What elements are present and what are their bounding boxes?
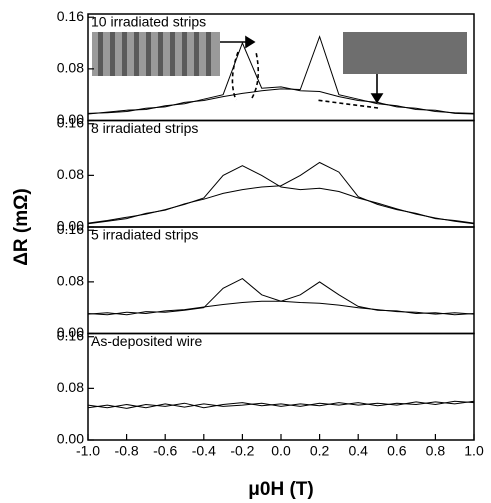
inset-striped (92, 32, 220, 76)
x-tick-label: 1.0 (464, 443, 484, 459)
y-tick-label: 0.00 (57, 431, 84, 447)
y-tick-label: 0.16 (57, 221, 84, 237)
x-tick-label: -0.4 (192, 443, 216, 459)
panel-annotation: 5 irradiated strips (91, 227, 198, 243)
x-tick-label: -1.0 (76, 443, 100, 459)
series-line (87, 400, 475, 409)
y-tick-label: 0.08 (57, 60, 84, 76)
panel-annotation: As-deposited wire (91, 333, 202, 349)
series-line (87, 165, 475, 225)
panel-annotation: 10 irradiated strips (91, 14, 206, 30)
y-tick-label: 0.08 (57, 166, 84, 182)
series-line (87, 281, 475, 316)
arrows (220, 35, 384, 109)
y-tick-label: 0.00 (57, 324, 84, 340)
series-line (87, 35, 475, 115)
panel-frame (87, 119, 475, 228)
x-tick-label: 0.8 (426, 443, 446, 459)
series-line (87, 161, 475, 225)
x-tick-label: 0.4 (348, 443, 368, 459)
panel-frame (87, 332, 475, 441)
series-line (87, 278, 475, 316)
panel-annotation: 8 irradiated strips (91, 120, 198, 136)
series-line (87, 400, 475, 409)
x-tick-label: 0.2 (310, 443, 330, 459)
y-tick-label: 0.00 (57, 218, 84, 234)
inset-uniform (343, 32, 467, 74)
x-tick-label: 0.6 (387, 443, 407, 459)
x-tick-label: -0.2 (230, 443, 254, 459)
x-axis-label: μ0H (T) (248, 479, 313, 500)
y-tick-label: 0.16 (57, 8, 84, 24)
y-tick-label: 0.16 (57, 114, 84, 130)
x-tick-label: -0.8 (115, 443, 139, 459)
panel-frame (87, 226, 475, 335)
y-tick-label: 0.08 (57, 273, 84, 289)
y-tick-label: 0.08 (57, 379, 84, 395)
x-tick-label: -0.6 (153, 443, 177, 459)
x-tick-label: 0.0 (271, 443, 291, 459)
y-tick-label: 0.16 (57, 327, 84, 343)
y-tick-label: 0.00 (57, 111, 84, 127)
y-axis-label: ΔR (mΩ) (11, 188, 32, 265)
